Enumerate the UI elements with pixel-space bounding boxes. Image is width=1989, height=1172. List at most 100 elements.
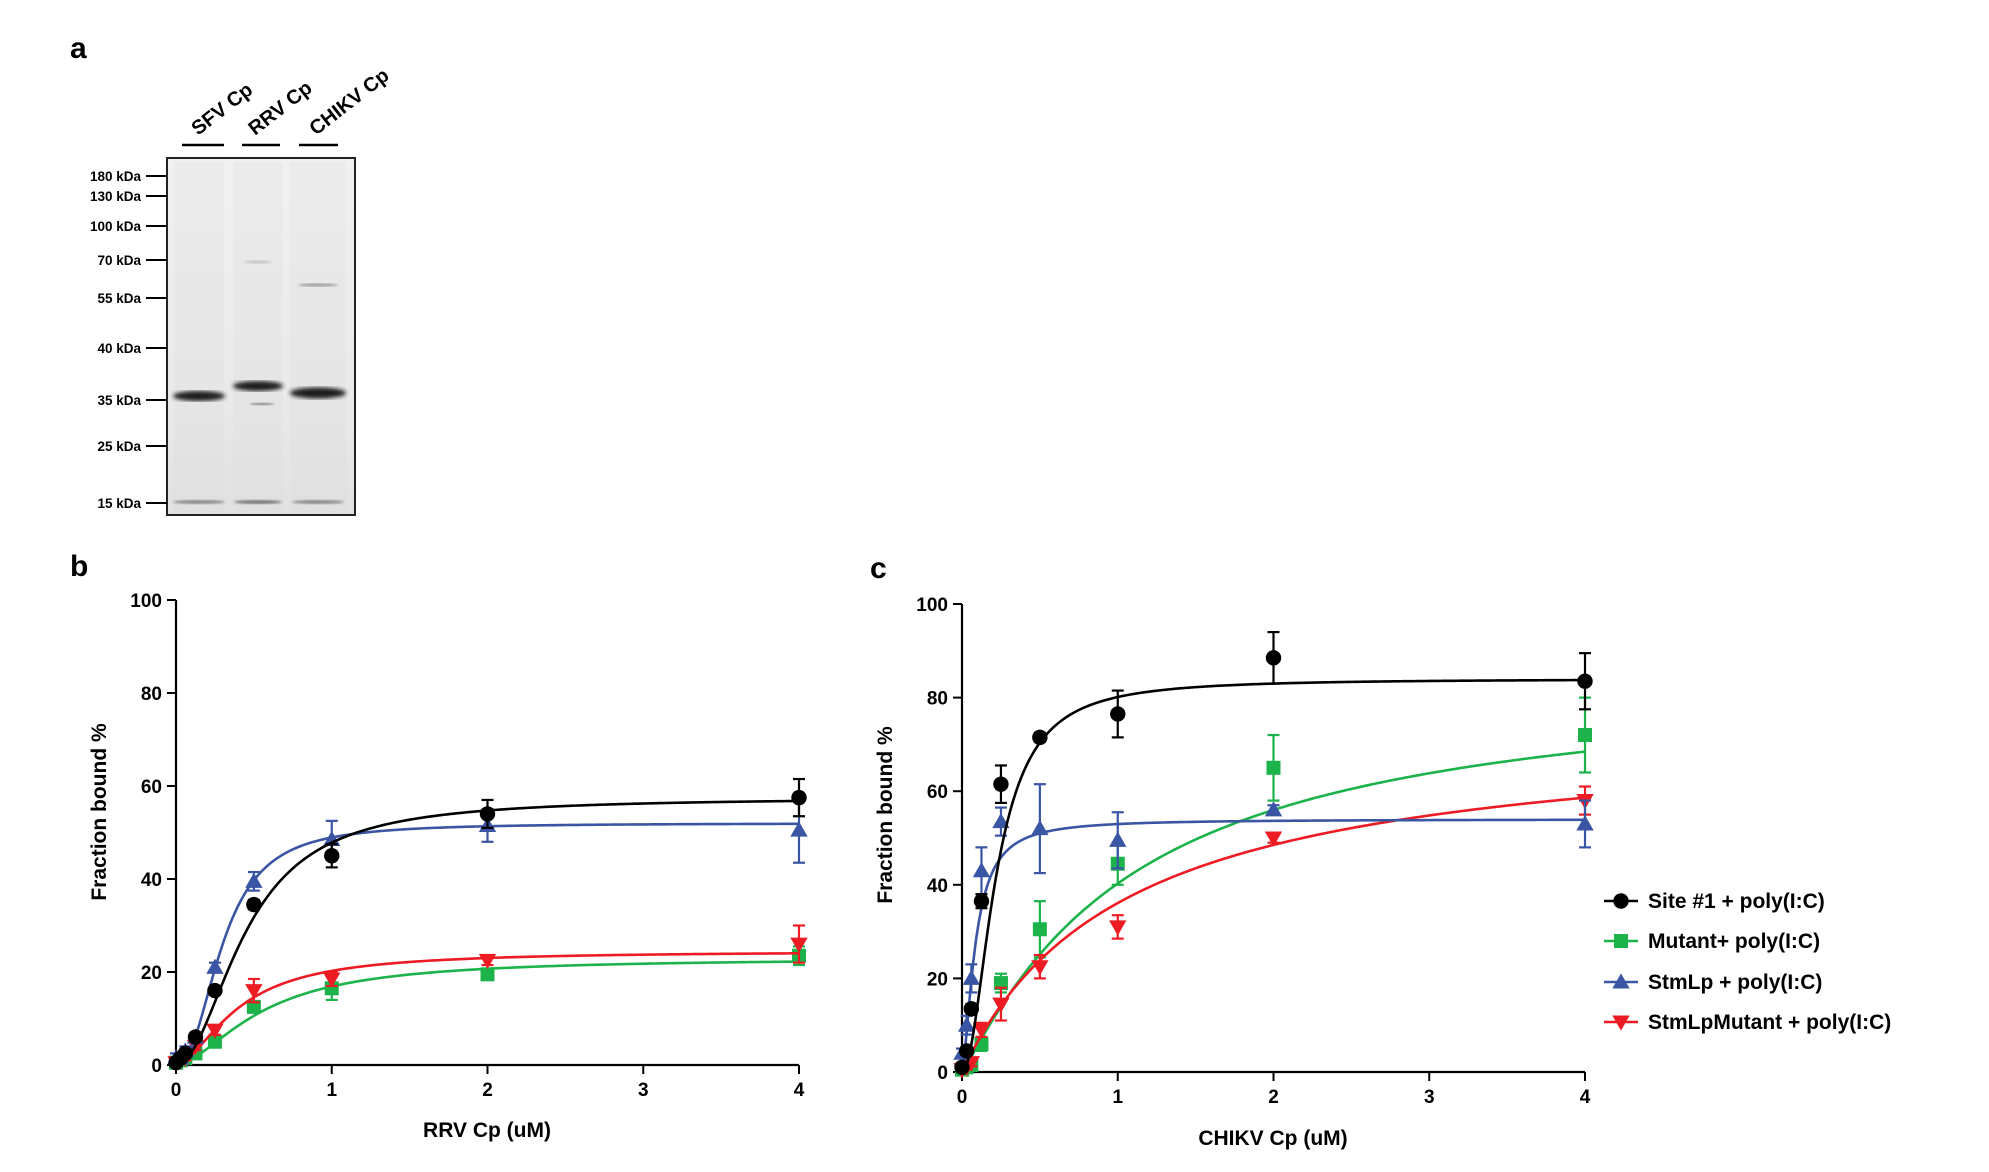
legend-label-mutant: Mutant+ poly(I:C)	[1648, 930, 1820, 953]
legend-item-stmlpmutant: StmLpMutant + poly(I:C)	[1604, 1011, 1891, 1034]
chart-c-plot-area	[953, 630, 1594, 1079]
mw-markers: 180 kDa 130 kDa 100 kDa 70 kDa 55 kDa 40 kDa 3…	[90, 169, 167, 511]
chart-c-point-site1-2	[963, 1001, 980, 1017]
legend-item-stmlp: StmLp + poly(I:C)	[1604, 971, 1822, 994]
band-bottom-rrv	[234, 500, 282, 504]
chart-b-point-site1-6	[324, 848, 340, 864]
chart-b-point-mutant-5	[246, 999, 261, 1014]
chart-c-series-site1	[954, 630, 1593, 1076]
chart-c-ylabel: Fraction bound %	[874, 726, 897, 904]
chart-c-point-mutant-4	[993, 976, 1008, 991]
chart-c-point-site1-1	[958, 1043, 975, 1059]
chart-c-point-stmlpmutant-6	[1109, 920, 1127, 936]
chart-c-ytick-label-0: 0	[937, 1063, 948, 1084]
chart-c-point-site1-3	[973, 893, 990, 909]
chart-b-ytick-label-60: 60	[141, 777, 162, 798]
panel-letter-a: a	[70, 32, 87, 65]
mw-marker-label-40: 40 kDa	[97, 341, 141, 356]
chart-b-point-stmlpmutant-5	[245, 984, 263, 1000]
chart-b-point-stmlpmutant-7	[478, 953, 497, 970]
panel-letter-c: c	[870, 552, 887, 585]
chart-c-point-site1-0	[954, 1059, 970, 1076]
chart-b-point-mutant-4	[207, 1034, 222, 1049]
gel-lane-chikv	[290, 162, 346, 512]
chart-b-ylabel: Fraction bound %	[88, 723, 111, 901]
chart-b-series-stmlp	[167, 796, 808, 1067]
lane-label-chikv: CHIKV Cp	[306, 64, 394, 139]
chart-c-point-stmlp-4	[992, 812, 1010, 829]
legend-item-mutant: Mutant+ poly(I:C)	[1604, 930, 1820, 953]
chart-c-point-site1-6	[1110, 706, 1126, 722]
chart-c-xtick-label-4: 4	[1580, 1087, 1591, 1108]
mw-marker-label-25: 25 kDa	[97, 439, 141, 454]
mw-marker-label-70: 70 kDa	[97, 253, 141, 268]
legend-marker-mutant	[1604, 934, 1638, 948]
chart-c-xtick-label-1: 1	[1112, 1087, 1123, 1108]
chart-b-ytick-label-20: 20	[141, 963, 162, 984]
chart-c-point-mutant-7	[1266, 760, 1281, 775]
chart-c-ytick-label-60: 60	[927, 782, 948, 803]
chart-c-point-site1-4	[993, 776, 1009, 792]
legend-symbol-stmlp	[1612, 973, 1630, 989]
legend-marker-site1	[1604, 893, 1638, 909]
gel-image	[166, 157, 356, 516]
gel-lane-sfv	[174, 162, 224, 512]
mw-marker-label-55: 55 kDa	[97, 291, 141, 306]
chart-c-point-stmlpmutant-5	[1031, 960, 1049, 976]
mw-marker-label-15: 15 kDa	[97, 496, 141, 511]
band-chikv-faint	[298, 283, 338, 287]
chart-c-ytick-label-40: 40	[927, 876, 948, 897]
chart-b-point-stmlpmutant-4	[206, 1023, 224, 1039]
legend-label-site1: Site #1 + poly(I:C)	[1648, 890, 1825, 913]
chart-c-xlabel: CHIKV Cp (uM)	[1198, 1127, 1347, 1150]
chart-b-point-site1-3	[187, 1029, 204, 1045]
chart-b-ytick-label-0: 0	[151, 1056, 162, 1077]
chart-b-xlabel: RRV Cp (uM)	[423, 1119, 551, 1142]
legend-symbol-site1	[1613, 893, 1629, 909]
chart-c-point-stmlp-2	[962, 969, 981, 985]
chart-b-point-stmlp-4	[206, 958, 224, 974]
chart-c-xtick-label-2: 2	[1268, 1087, 1279, 1108]
chart-c-ytick-label-20: 20	[927, 969, 948, 990]
chart-c-fit-stmlp	[960, 818, 1586, 1073]
chart-c-ytick-label-80: 80	[927, 689, 948, 710]
chart-b-xtick-label-2: 2	[482, 1080, 493, 1101]
chart-c-point-stmlp-5	[1031, 819, 1049, 836]
legend: Site #1 + poly(I:C) Mutant+ poly(I:C) St…	[1604, 890, 1891, 1034]
lane-label-rrv: RRV Cp	[245, 77, 317, 140]
chart-c-point-mutant-8	[1578, 728, 1592, 743]
chart-b-ytick-label-40: 40	[141, 870, 162, 891]
legend-symbol-mutant	[1614, 934, 1628, 948]
band-chikv-main	[290, 387, 346, 399]
chart-b-series-site1	[168, 777, 807, 1071]
chart-c-point-stmlpmutant-4	[992, 997, 1010, 1013]
panel-letter-b: b	[70, 550, 88, 583]
band-rrv-main	[233, 381, 283, 391]
band-rrv-low	[250, 402, 274, 406]
chart-b-ytick-label-100: 100	[130, 591, 162, 612]
chart-b-point-mutant-6	[324, 981, 339, 996]
legend-marker-stmlp	[1604, 973, 1638, 989]
chart-c-series-mutant	[955, 696, 1592, 1077]
chart-c-series-stmlp	[953, 783, 1594, 1073]
legend-marker-stmlpmutant	[1604, 1015, 1638, 1031]
chart-b-point-stmlpmutant-6	[323, 972, 341, 988]
mw-marker-label-180: 180 kDa	[90, 169, 142, 184]
chart-b-point-stmlp-5	[245, 872, 263, 888]
chart-c-point-stmlp-1	[957, 1016, 976, 1032]
chart-b-point-stmlp-8	[790, 821, 808, 837]
legend-item-site1: Site #1 + poly(I:C)	[1604, 890, 1825, 913]
chart-b-plot-area	[167, 777, 808, 1072]
chart-c-point-site1-7	[1265, 650, 1282, 666]
chart-b-xtick-label-1: 1	[326, 1080, 337, 1101]
chart-c-point-stmlp-8	[1576, 815, 1594, 831]
chart-b-series-stmlpmutant	[167, 924, 808, 1072]
chart-c-point-stmlp-7	[1264, 801, 1283, 817]
chart-b-point-site1-7	[479, 806, 496, 822]
chart-c-point-stmlp-3	[972, 862, 991, 878]
chart-b-ytick-label-80: 80	[141, 684, 162, 705]
band-bottom-chikv	[292, 500, 344, 504]
